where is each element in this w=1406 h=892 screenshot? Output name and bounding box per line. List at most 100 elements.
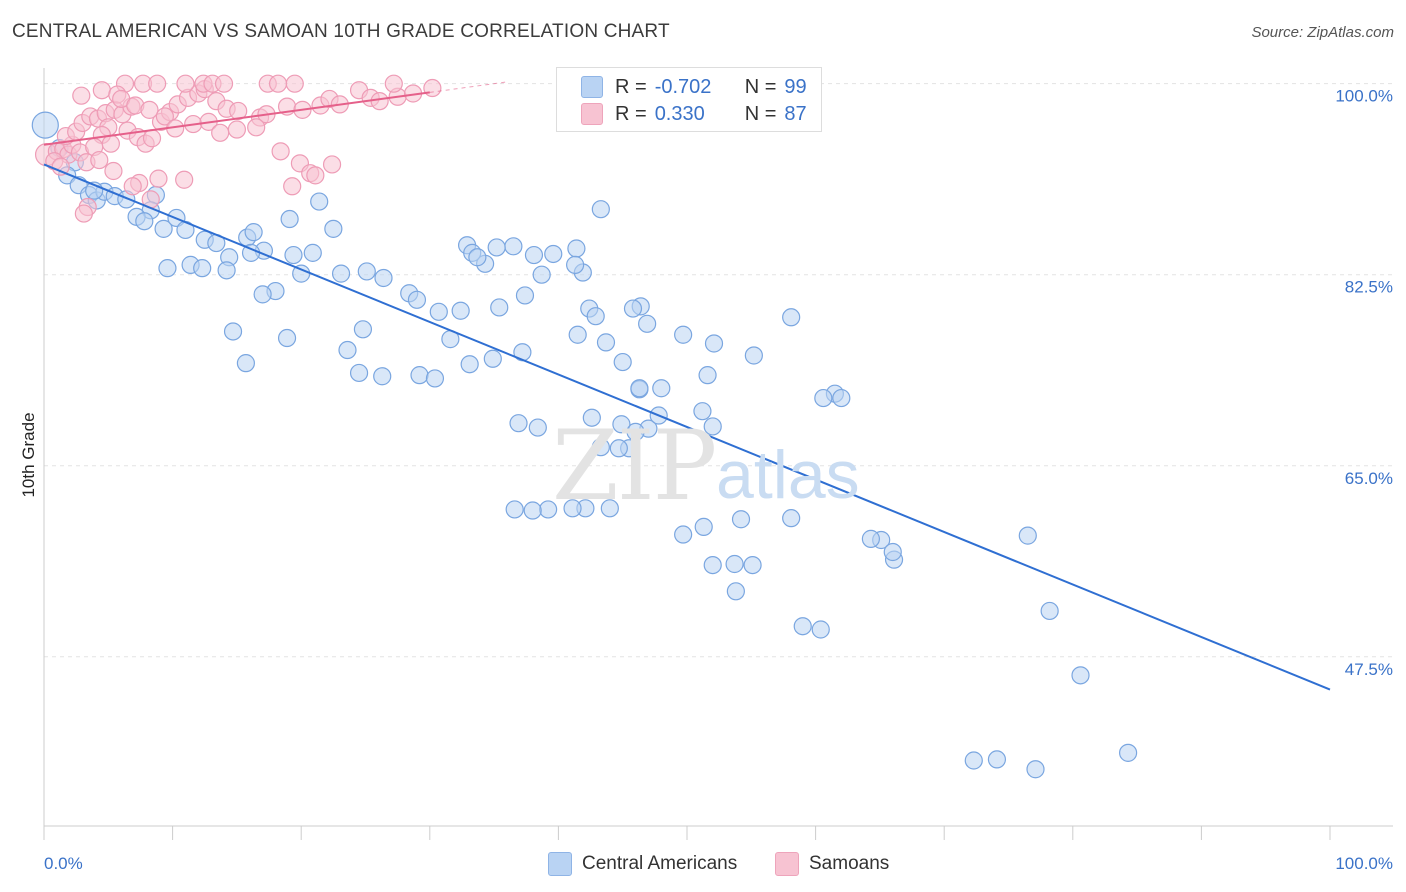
samoan-point bbox=[271, 142, 290, 161]
y-axis-label: 10th Grade bbox=[19, 412, 38, 498]
samoan-trend-extension bbox=[429, 81, 508, 93]
samoan-point bbox=[423, 78, 442, 98]
central-american-trend-line bbox=[43, 163, 1331, 691]
central-american-point bbox=[1071, 666, 1090, 685]
r-value: 0.330 bbox=[654, 102, 705, 125]
samoan-point bbox=[90, 150, 109, 170]
central-american-point bbox=[425, 369, 445, 388]
legend-row-central-americans: R = -0.702 N = 99 bbox=[581, 74, 807, 100]
central-american-point bbox=[694, 517, 713, 536]
x-tick-label: 100.0% bbox=[1335, 854, 1393, 873]
central-american-point bbox=[987, 750, 1007, 769]
central-american-point bbox=[223, 322, 243, 341]
y-tick-label: 65.0% bbox=[1345, 469, 1393, 488]
watermark-atlas: atlas bbox=[716, 437, 860, 513]
samoan-point bbox=[268, 74, 288, 93]
central-american-point bbox=[623, 299, 643, 318]
central-american-point bbox=[638, 314, 657, 333]
central-american-point bbox=[331, 264, 351, 283]
r-label: R = bbox=[615, 102, 647, 125]
central-american-point bbox=[793, 617, 812, 636]
samoan-point bbox=[306, 166, 325, 185]
samoan-trend-line bbox=[43, 91, 430, 146]
samoan-point bbox=[74, 204, 93, 223]
samoan-point bbox=[384, 74, 403, 93]
central-american-point bbox=[1026, 760, 1045, 779]
samoan-point bbox=[72, 86, 91, 105]
legend-row-samoans: R = 0.330 N = 87 bbox=[581, 101, 807, 127]
central-american-point bbox=[1040, 601, 1059, 621]
r-label: R = bbox=[615, 75, 647, 98]
y-tick-label: 82.5% bbox=[1345, 278, 1393, 297]
samoan-point bbox=[247, 118, 266, 137]
central-american-point bbox=[964, 751, 983, 770]
central-american-point bbox=[505, 500, 524, 519]
central-american-point bbox=[468, 248, 487, 267]
pink-swatch-icon bbox=[581, 103, 603, 125]
central-american-point bbox=[568, 325, 587, 344]
pink-swatch-icon bbox=[775, 852, 799, 876]
central-american-point bbox=[731, 510, 751, 529]
central-american-point bbox=[429, 302, 448, 321]
central-american-point bbox=[253, 285, 272, 304]
central-american-point bbox=[303, 243, 322, 262]
central-american-point bbox=[566, 255, 585, 274]
central-american-point bbox=[373, 367, 392, 386]
samoan-point bbox=[149, 169, 168, 188]
central-american-point bbox=[460, 355, 479, 374]
data-points bbox=[31, 74, 1138, 779]
central-american-point bbox=[280, 209, 299, 229]
central-american-point bbox=[532, 265, 551, 284]
central-american-point bbox=[1018, 526, 1037, 545]
central-american-point bbox=[154, 219, 173, 238]
samoan-point bbox=[283, 177, 302, 196]
central-american-point bbox=[31, 111, 59, 139]
central-american-point bbox=[674, 525, 693, 544]
trend-lines bbox=[43, 81, 1331, 691]
central-american-point bbox=[743, 555, 762, 575]
r-value: -0.702 bbox=[654, 75, 712, 98]
central-american-point bbox=[374, 268, 393, 288]
blue-swatch-icon bbox=[548, 852, 572, 876]
central-american-point bbox=[703, 555, 722, 575]
central-american-point bbox=[410, 366, 429, 385]
central-american-point bbox=[596, 333, 616, 352]
central-american-point bbox=[284, 245, 303, 265]
blue-swatch-icon bbox=[581, 76, 603, 98]
central-american-point bbox=[744, 346, 763, 365]
central-american-point bbox=[338, 340, 357, 360]
central-american-point bbox=[782, 308, 801, 327]
central-american-point bbox=[324, 219, 343, 238]
legend-item-samoans: Samoans bbox=[775, 852, 889, 876]
samoan-point bbox=[322, 155, 342, 174]
n-label: N = bbox=[744, 75, 777, 98]
central-american-point bbox=[582, 408, 601, 427]
y-tick-label: 100.0% bbox=[1335, 87, 1393, 106]
central-american-point bbox=[674, 325, 693, 344]
central-american-point bbox=[704, 334, 724, 353]
central-american-point bbox=[591, 200, 610, 219]
stats-legend: R = -0.702 N = 99 R = 0.330 N = 87 bbox=[556, 67, 822, 132]
central-american-point bbox=[630, 379, 649, 398]
central-american-point bbox=[528, 418, 547, 437]
central-american-point bbox=[832, 388, 851, 408]
samoan-point bbox=[104, 161, 123, 181]
watermark-zip: ZIP bbox=[552, 410, 717, 522]
samoan-point bbox=[176, 74, 195, 93]
central-american-point bbox=[509, 414, 528, 433]
central-american-point bbox=[613, 352, 632, 372]
central-american-point bbox=[490, 298, 509, 317]
central-american-point bbox=[310, 192, 329, 211]
y-tick-label: 47.5% bbox=[1345, 660, 1393, 679]
central-american-point bbox=[135, 212, 154, 231]
central-american-point bbox=[586, 307, 605, 326]
samoan-point bbox=[285, 74, 304, 93]
central-american-point bbox=[357, 262, 376, 281]
x-tick-label: 0.0% bbox=[44, 854, 83, 873]
central-american-point bbox=[277, 328, 297, 348]
axes bbox=[43, 68, 1393, 840]
central-american-point bbox=[504, 237, 523, 256]
legend-label: Samoans bbox=[809, 853, 890, 874]
samoan-point bbox=[229, 101, 248, 121]
central-american-point bbox=[782, 509, 801, 528]
